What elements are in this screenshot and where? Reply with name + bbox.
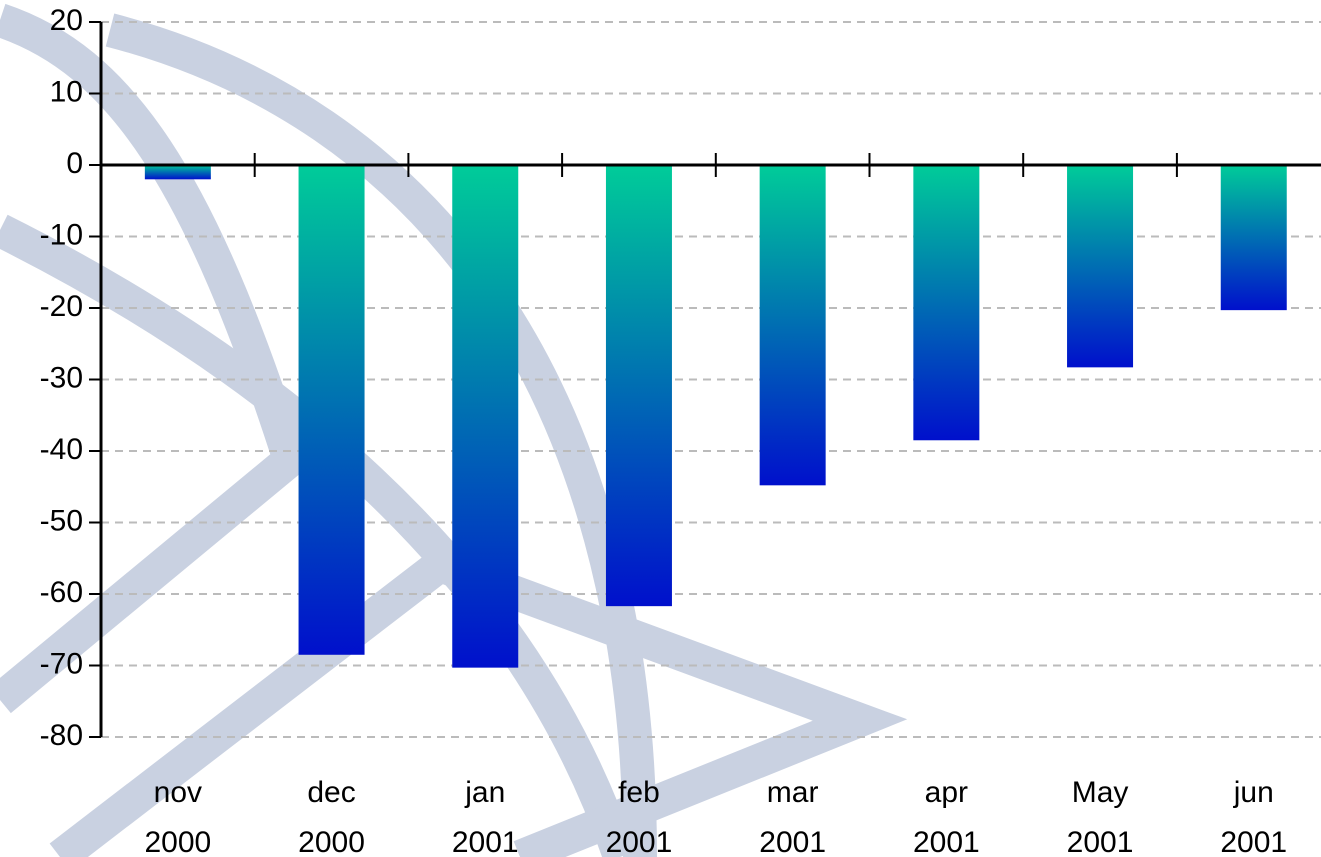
y-tick-label: -80 xyxy=(40,719,83,752)
y-tick-label: 10 xyxy=(50,75,83,108)
y-tick-label: -30 xyxy=(40,361,83,394)
bar xyxy=(1067,165,1134,368)
bar xyxy=(605,165,672,607)
bar xyxy=(452,165,519,668)
x-tick-label: nov 2000 xyxy=(144,776,212,857)
x-tick-label: May 2001 xyxy=(1066,776,1134,857)
y-tick-label: 20 xyxy=(50,4,83,37)
y-tick-label: -70 xyxy=(40,647,83,680)
bar xyxy=(1220,165,1287,311)
x-tick-label: apr 2001 xyxy=(912,776,980,857)
bar xyxy=(144,165,211,180)
y-tick-label: -10 xyxy=(40,218,83,251)
y-tick-label: 0 xyxy=(66,147,83,180)
x-tick-label: jan 2001 xyxy=(451,776,519,857)
background-decoration xyxy=(0,3,908,857)
x-tick-label: mar 2001 xyxy=(759,776,827,857)
y-tick-label: -40 xyxy=(40,433,83,466)
y-tick-label: -50 xyxy=(40,504,83,537)
x-tick-label: jun 2001 xyxy=(1220,776,1288,857)
y-tick-label: -60 xyxy=(40,576,83,609)
bar xyxy=(913,165,980,441)
x-tick-label: dec 2000 xyxy=(298,776,365,857)
y-tick-label: -20 xyxy=(40,290,83,323)
bar xyxy=(759,165,826,486)
x-tick-label: feb 2001 xyxy=(605,776,673,857)
bar xyxy=(298,165,365,655)
